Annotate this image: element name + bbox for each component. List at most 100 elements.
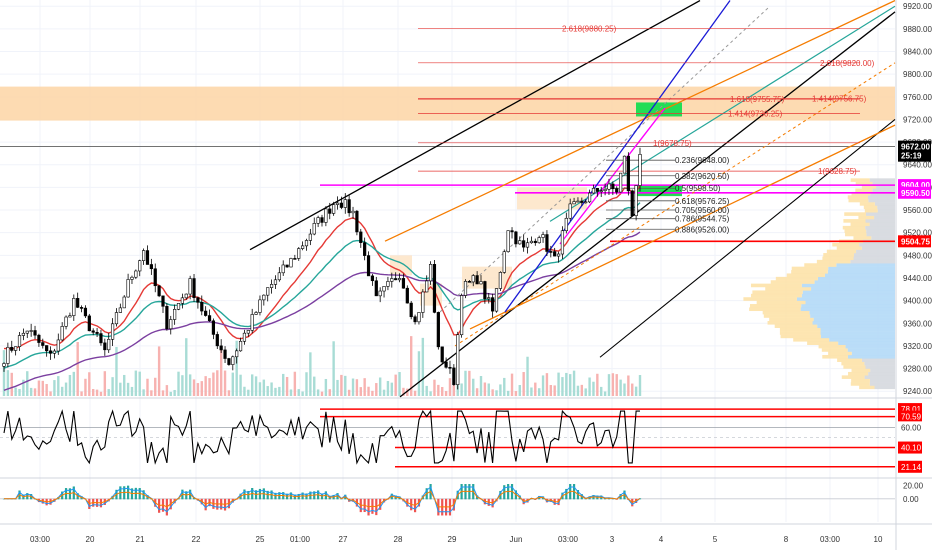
candle-body (638, 154, 642, 186)
candle-body (549, 251, 553, 253)
profile-bar (864, 361, 895, 366)
volume-bar (359, 387, 362, 396)
profile-bar (855, 181, 873, 186)
time-tick-label: 03:00 (820, 535, 841, 544)
candle-body (134, 270, 138, 278)
candle-body (479, 281, 483, 285)
candle-body (56, 339, 60, 352)
profile-bar (765, 287, 812, 291)
candle-body (537, 237, 541, 244)
volume-bar (417, 351, 421, 396)
price-tick-label: 9720.00 (903, 115, 932, 124)
candle-body (48, 350, 53, 354)
candle-body (103, 342, 107, 351)
volume-bar (235, 340, 238, 396)
candle-body (285, 264, 289, 268)
candle-body (332, 204, 336, 214)
dashed-trend (439, 5, 771, 313)
candle-body (494, 288, 499, 312)
profile-bar (823, 253, 855, 257)
fib-retracement-label: 0.236(9648.00) (675, 156, 730, 165)
time-tick-label: 27 (339, 535, 348, 544)
candle-body (456, 334, 460, 385)
volume-bar (297, 389, 300, 396)
volume-bar (262, 379, 266, 396)
profile-bar (836, 246, 862, 250)
profile-bar (827, 270, 895, 274)
candle-body (41, 342, 45, 346)
volume-bar (378, 377, 382, 396)
profile-bar (770, 280, 815, 284)
volume-bar (514, 391, 518, 396)
price-tick-label: 9920.00 (903, 2, 932, 11)
candle-body (506, 230, 510, 253)
price-tick-label: 9640.00 (903, 161, 932, 170)
volume-bar (541, 375, 545, 396)
candle-body (475, 275, 479, 285)
candle-body (347, 199, 351, 214)
profile-bar (850, 222, 870, 227)
volume-bar (409, 336, 413, 396)
volume-bar (386, 380, 390, 396)
profile-bar (828, 266, 895, 271)
time-tick-label: 29 (448, 535, 457, 544)
profile-bar (829, 337, 895, 342)
volume-bar (444, 391, 448, 396)
profile-bar (800, 307, 895, 312)
consolidation-box (517, 187, 587, 210)
profile-bar (820, 334, 895, 339)
volume-bar (371, 390, 374, 396)
profile-bar (865, 212, 895, 216)
volume-bar (363, 378, 366, 396)
profile-bar (762, 310, 810, 315)
candle-body (634, 185, 638, 217)
profile-bar (779, 327, 821, 332)
osc-level-box (898, 460, 922, 473)
candle-body (467, 281, 471, 283)
candle-body (273, 279, 278, 285)
fib-retracement-label: 0.618(9576.25) (675, 197, 730, 206)
candle-body (587, 192, 592, 203)
orange-channel (469, 124, 896, 330)
osc-level-box (898, 421, 922, 434)
volume-bar (561, 377, 564, 396)
candle-body (378, 290, 382, 297)
osc-level-label: 21.14 (901, 463, 922, 472)
candle-body (584, 201, 588, 204)
candle-body (227, 358, 231, 365)
time-axis[interactable]: 03:00 20 21 22 25 01:00 27 28 29 Jun 03:00 3 4 5 8 03:0… (30, 535, 883, 544)
volume-bar (344, 375, 347, 396)
volume-bar (204, 376, 207, 396)
volume-bar (10, 372, 13, 396)
osc-level-box (898, 441, 922, 454)
profile-bar (851, 378, 870, 383)
orange-channel (384, 0, 896, 242)
volume-bar (119, 382, 122, 396)
volume-bar (347, 389, 351, 396)
profile-bar (859, 202, 875, 206)
volume-bar (406, 388, 409, 396)
volume-bar (57, 376, 60, 396)
volume-bar (510, 373, 514, 396)
volume-bar (289, 389, 293, 396)
profile-bar (877, 208, 895, 213)
profile-bar (793, 337, 830, 342)
candle-body (184, 293, 188, 299)
candle-body (254, 312, 258, 315)
candle-body (553, 251, 557, 257)
candle-body (568, 203, 572, 219)
volume-bar (223, 370, 227, 396)
candle-body (529, 240, 534, 244)
volume-bar (181, 375, 184, 396)
volume-bar (631, 383, 634, 396)
candle-body (87, 315, 91, 332)
candle-body (258, 299, 262, 313)
profile-bar (870, 368, 895, 373)
price-axis[interactable]: 9920.00 9880.00 9840.00 9800.00 9760.00 9720.… (898, 2, 932, 504)
blue-trend (504, 0, 731, 313)
profile-bar (864, 208, 878, 213)
candle-body (363, 242, 367, 256)
volume-bar (305, 372, 308, 396)
time-tick-label: 22 (192, 535, 201, 544)
